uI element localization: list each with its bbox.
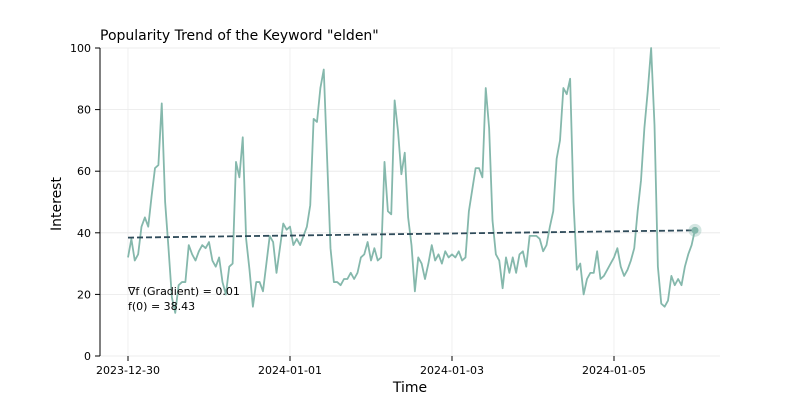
y-ticks: 0 20 40 60 80 100	[70, 42, 100, 363]
y-tick-label: 40	[77, 227, 91, 240]
series-line-interest	[127, 47, 696, 314]
x-tick-label: 2024-01-03	[420, 364, 484, 377]
x-tick-label: 2023-12-30	[96, 364, 160, 377]
y-tick-label: 0	[84, 350, 91, 363]
y-tick-label: 60	[77, 165, 91, 178]
gradient-annotation: ∇f (Gradient) = 0.01	[127, 285, 240, 298]
chart-title: Popularity Trend of the Keyword "elden"	[100, 28, 379, 44]
y-tick-label: 80	[77, 104, 91, 117]
series-group	[127, 47, 702, 314]
x-tick-label: 2024-01-05	[582, 364, 646, 377]
intercept-annotation: f(0) = 38.43	[128, 300, 195, 313]
y-tick-label: 20	[77, 288, 91, 301]
x-tick-label: 2024-01-01	[258, 364, 322, 377]
y-axis-title: Interest	[49, 177, 65, 231]
x-ticks: 2023-12-30 2024-01-01 2024-01-03 2024-01-05	[96, 356, 646, 377]
end-marker-point	[691, 226, 699, 234]
y-tick-label: 100	[70, 42, 91, 55]
x-axis-title: Time	[392, 380, 427, 396]
trend-line	[127, 229, 696, 239]
annotations: ∇f (Gradient) = 0.01 f(0) = 38.43	[127, 285, 240, 313]
